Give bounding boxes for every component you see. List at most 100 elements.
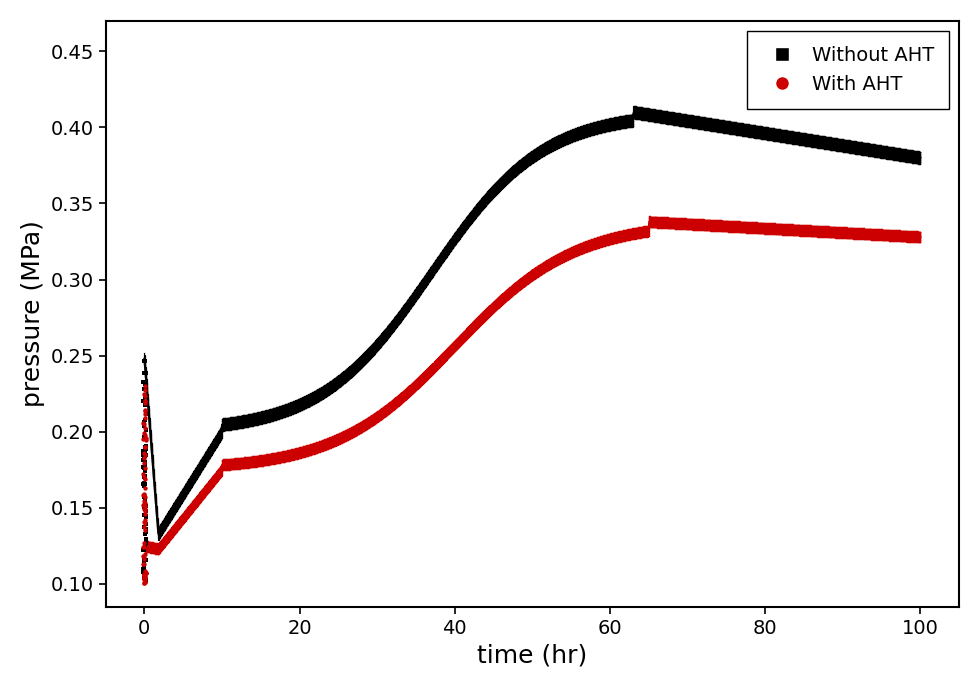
Point [623, 120, 639, 131]
Point [614, 121, 630, 132]
Point [710, 224, 726, 235]
Point [298, 394, 314, 405]
Point [781, 221, 797, 232]
Point [137, 543, 153, 554]
Point [734, 128, 750, 139]
Point [844, 228, 859, 239]
Point [816, 230, 832, 241]
Point [520, 160, 536, 171]
Point [733, 226, 749, 237]
Point [283, 404, 299, 415]
Point [583, 244, 599, 255]
Point [797, 136, 812, 147]
Point [503, 285, 518, 296]
Point [199, 455, 215, 466]
Point [151, 525, 167, 536]
Point [252, 457, 268, 468]
Point [878, 230, 894, 241]
Point [416, 367, 432, 378]
Point [667, 108, 683, 119]
Point [400, 299, 416, 310]
Point [694, 214, 710, 225]
Point [658, 222, 673, 233]
Point [326, 383, 342, 394]
Point [818, 224, 834, 235]
Point [733, 130, 749, 141]
Point [383, 401, 399, 412]
Point [446, 228, 462, 239]
Point [475, 312, 491, 323]
Point [806, 230, 821, 241]
Point [897, 228, 912, 239]
Point [870, 232, 886, 243]
Point [812, 132, 828, 143]
Point [314, 385, 329, 396]
Point [708, 120, 723, 131]
Point [458, 327, 473, 338]
Point [338, 367, 354, 378]
Point [903, 228, 918, 239]
Point [865, 232, 881, 243]
Point [718, 122, 734, 133]
Point [577, 125, 593, 136]
Point [502, 172, 517, 183]
Point [877, 233, 893, 244]
Point [494, 291, 510, 302]
Point [858, 226, 873, 237]
Point [585, 126, 601, 137]
Point [800, 132, 815, 143]
Point [551, 139, 566, 150]
Point [172, 488, 187, 499]
Point [776, 219, 792, 230]
Point [710, 217, 725, 228]
Point [534, 142, 550, 153]
Point [291, 402, 307, 413]
Point [690, 214, 706, 225]
Point [518, 160, 534, 171]
Point [769, 130, 785, 141]
Point [240, 454, 256, 465]
Point [669, 113, 685, 124]
Point [899, 227, 914, 238]
Point [746, 224, 761, 235]
Point [823, 231, 839, 242]
Point [373, 334, 389, 345]
Point [608, 237, 623, 248]
Point [277, 454, 293, 465]
Point [316, 435, 331, 446]
Point [748, 222, 763, 233]
Point [450, 332, 465, 343]
Point [691, 114, 707, 125]
Point [378, 409, 394, 420]
Point [616, 228, 632, 239]
Point [642, 219, 658, 230]
Point [239, 458, 255, 469]
Point [245, 456, 261, 467]
Point [252, 410, 268, 421]
Point [304, 394, 319, 405]
Point [808, 224, 823, 235]
Point [900, 152, 915, 163]
Point [723, 118, 739, 129]
Point [527, 155, 543, 166]
Point [680, 216, 696, 227]
Point [548, 142, 564, 153]
Point [818, 221, 834, 232]
Point [588, 238, 604, 249]
Point [805, 221, 820, 232]
Point [548, 132, 564, 143]
Point [535, 259, 551, 270]
Point [202, 452, 218, 463]
Point [583, 120, 599, 131]
Point [732, 224, 748, 235]
Point [205, 438, 220, 449]
Point [477, 306, 493, 317]
Point [802, 224, 817, 235]
Point [850, 137, 865, 148]
Point [171, 500, 186, 511]
Point [551, 142, 566, 153]
Point [139, 391, 155, 402]
Point [325, 385, 341, 396]
Point [798, 138, 813, 149]
Point [615, 122, 631, 133]
